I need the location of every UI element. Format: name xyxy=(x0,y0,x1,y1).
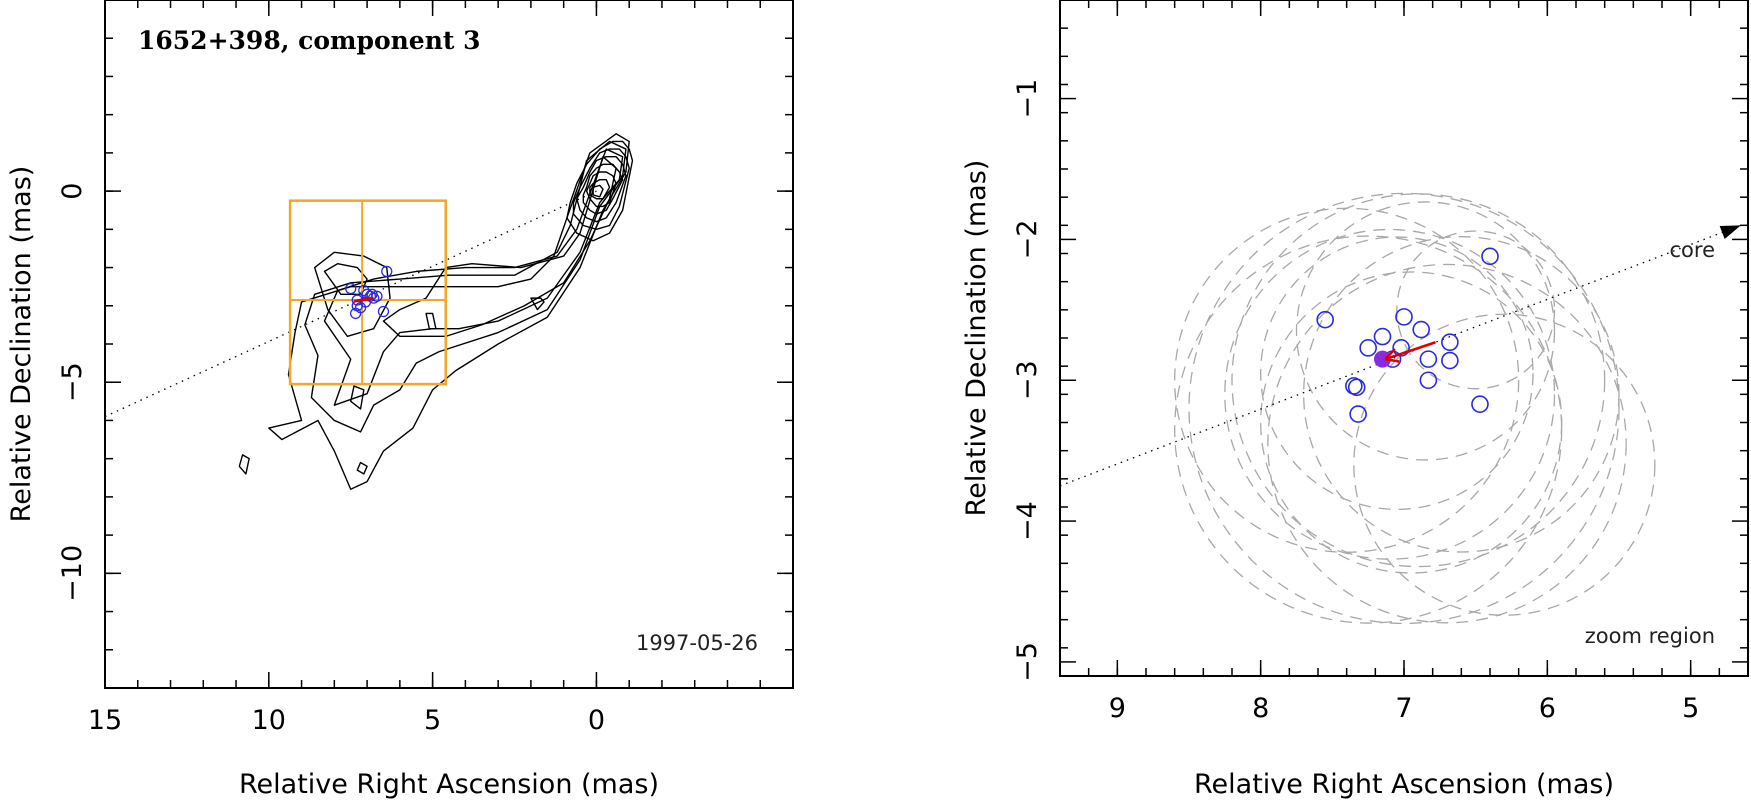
component-position xyxy=(1373,327,1392,346)
component-position xyxy=(1419,350,1438,368)
y-tick-label: −5 xyxy=(57,362,88,402)
uncertainty-circle xyxy=(1303,236,1620,553)
component-position xyxy=(1471,395,1489,413)
y-tick-label: −5 xyxy=(1012,642,1043,682)
motion-vector-head xyxy=(1385,357,1400,363)
right-x-axis-label: Relative Right Ascension (mas) xyxy=(1194,769,1614,800)
left-y-axis-label: Relative Declination (mas) xyxy=(6,166,37,523)
zoom-box xyxy=(288,199,447,386)
intensity-contour xyxy=(313,251,391,338)
jet-axis-line xyxy=(104,190,597,418)
y-tick-label: 0 xyxy=(57,183,88,200)
motion-vector xyxy=(353,296,374,303)
right-panel: 9 8 7 6 5 −1 −2 −3 −4 −5 core zoom region Relativ… xyxy=(961,0,1749,800)
y-tick-label: −1 xyxy=(1012,79,1043,119)
component-position xyxy=(349,307,362,320)
left-plot-frame xyxy=(104,0,794,689)
intensity-contour xyxy=(572,148,630,231)
component-position xyxy=(1419,371,1438,390)
component-position xyxy=(1349,405,1367,423)
y-tick-label: −4 xyxy=(1012,501,1043,541)
component-position xyxy=(1441,333,1459,352)
component-position xyxy=(371,290,383,302)
mean-position-marker xyxy=(1374,350,1391,368)
component-position xyxy=(359,296,372,308)
core-direction-arrowhead xyxy=(1719,225,1741,240)
uncertainty-circle xyxy=(1231,193,1606,568)
zoom-region-label: zoom region xyxy=(1585,624,1715,648)
uncertainty-circle xyxy=(1260,236,1534,511)
x-tick-label: 0 xyxy=(588,705,605,736)
right-axis-ticks: 9 8 7 6 5 −1 −2 −3 −4 −5 xyxy=(1012,0,1749,724)
observation-date: 1997-05-26 xyxy=(636,631,758,655)
right-plot-frame xyxy=(1059,0,1749,677)
x-tick-label: 5 xyxy=(1682,693,1699,724)
component-position xyxy=(381,265,393,278)
component-position xyxy=(1392,339,1410,357)
x-tick-label: 10 xyxy=(252,705,286,736)
uncertainty-circle xyxy=(1224,228,1556,560)
intensity-contour xyxy=(592,184,604,198)
y-tick-label: −2 xyxy=(1012,220,1043,260)
intensity-contour xyxy=(530,297,545,311)
intensity-contour xyxy=(323,263,368,296)
intensity-contour xyxy=(323,148,624,406)
intensity-contour xyxy=(356,461,368,475)
motion-vector xyxy=(1384,340,1436,361)
component-position xyxy=(1441,351,1459,370)
component-position xyxy=(345,282,357,295)
intensity-contour xyxy=(425,312,437,330)
uncertainty-circle xyxy=(1174,207,1520,553)
motion-vector-head xyxy=(1384,347,1396,361)
component-position xyxy=(1316,310,1334,329)
component-position xyxy=(1481,247,1499,266)
component-position xyxy=(1359,339,1377,357)
uncertainty-circle xyxy=(1267,263,1627,624)
x-tick-label: 5 xyxy=(424,705,441,736)
right-plot-area xyxy=(1059,192,1742,625)
intensity-contour xyxy=(566,140,634,242)
y-tick-label: −10 xyxy=(57,545,88,602)
left-axis-ticks: 15 10 5 0 0 −5 −10 xyxy=(57,0,793,736)
left-panel-title: 1652+398, component 3 xyxy=(138,26,481,55)
core-label: core xyxy=(1670,238,1716,262)
intensity-contour xyxy=(238,454,250,475)
x-tick-label: 6 xyxy=(1539,693,1556,724)
intensity-contour xyxy=(585,171,617,208)
uncertainty-circle xyxy=(1396,230,1556,390)
uncertainty-circle xyxy=(1188,192,1620,625)
intensity-contour xyxy=(304,140,627,433)
intensity-contour xyxy=(382,156,617,338)
component-position xyxy=(1412,320,1430,339)
x-tick-label: 8 xyxy=(1252,693,1269,724)
x-tick-label: 15 xyxy=(88,705,122,736)
uncertainty-circle xyxy=(1295,201,1556,461)
x-tick-label: 9 xyxy=(1109,693,1126,724)
y-tick-label: −3 xyxy=(1012,360,1043,400)
intensity-contour xyxy=(589,178,611,200)
component-position xyxy=(1345,377,1363,395)
left-x-axis-label: Relative Right Ascension (mas) xyxy=(239,769,659,800)
component-position xyxy=(377,305,390,318)
left-panel: 15 10 5 0 0 −5 −10 1652+398, component 3 1997-… xyxy=(6,0,794,800)
right-y-axis-label: Relative Declination (mas) xyxy=(961,160,992,517)
x-tick-label: 7 xyxy=(1395,693,1412,724)
intensity-contour xyxy=(576,156,627,223)
left-plot-area xyxy=(104,133,634,490)
uncertainty-circle xyxy=(1353,313,1656,616)
component-position xyxy=(1347,378,1366,397)
uncertainty-circle xyxy=(1174,235,1563,624)
component-position xyxy=(1395,308,1413,326)
intensity-contour xyxy=(350,385,365,410)
